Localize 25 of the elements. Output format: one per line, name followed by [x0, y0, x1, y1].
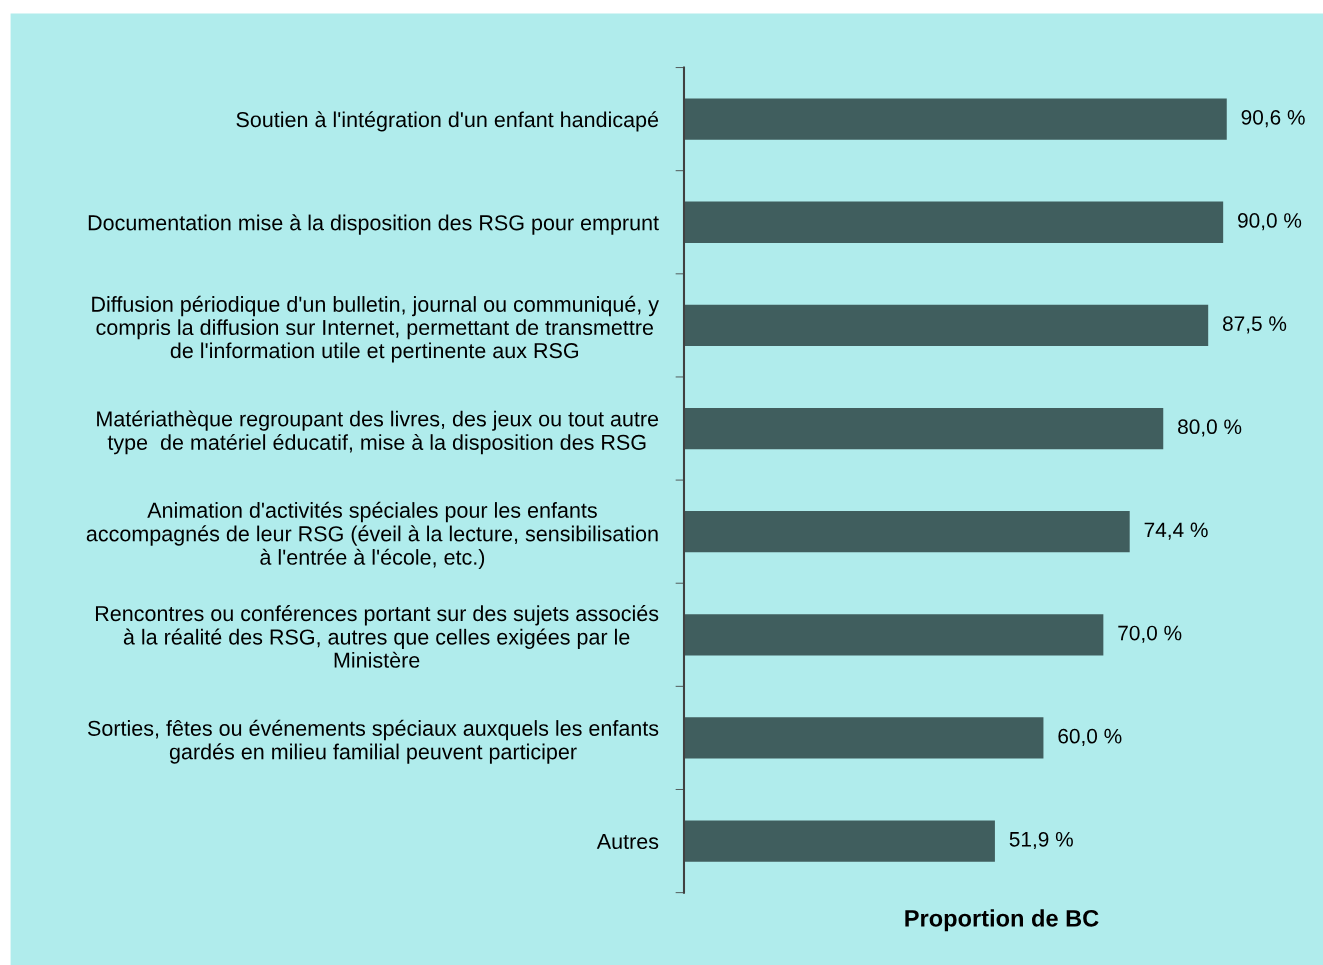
y-tick-label: Sorties, fêtes ou événements spéciaux auxquels les enfants gardés en milieu familial peuvent participer — [87, 719, 659, 764]
bar — [683, 407, 1164, 450]
y-tick-label: Matériathèque regroupant des livres, des jeux ou tout autre type de matériel éducatif, mise à la disposition des RSG — [97, 410, 659, 455]
data-label: 74,4 % — [1144, 522, 1208, 540]
bar — [683, 304, 1209, 347]
data-label: 87,5 % — [1222, 316, 1287, 334]
bar — [683, 98, 1227, 140]
y-tick-label: Animation d'activités spéciales pour les enfants accompagnés de leur RSG (éveil à la lecture, sensibilisation à l'entrée à l'école, etc.) — [86, 501, 658, 570]
bar — [683, 201, 1224, 243]
y-tick-label: Autres — [596, 834, 659, 850]
y-tick-label: Soutien à l'intégration d'un enfant handicapé — [236, 111, 659, 132]
bar — [683, 511, 1130, 553]
y-tick-label: Diffusion périodique d'un bulletin, journal ou communiqué, y compris la diffusion sur Internet, permettant de transmettre de l'information utile et pertinente aux RSG — [92, 295, 659, 363]
y-tick-label: Documentation mise à la disposition des RSG pour emprunt — [88, 214, 659, 235]
data-label: 60,0 % — [1058, 728, 1122, 746]
bar — [683, 614, 1104, 656]
x-axis-title: Proportion de BC — [905, 909, 1099, 932]
bar — [683, 717, 1044, 759]
data-label: 51,9 % — [1009, 831, 1073, 850]
data-label: 90,0 % — [1238, 213, 1302, 231]
data-label: 70,0 % — [1118, 625, 1182, 643]
data-label: 80,0 % — [1178, 419, 1242, 437]
y-tick-label: Rencontres ou conférences portant sur des sujets associés à la réalité des RSG, autres que celles exigées par le Ministère — [95, 605, 659, 668]
bar — [683, 820, 995, 862]
data-label: 90,6 % — [1241, 109, 1305, 128]
